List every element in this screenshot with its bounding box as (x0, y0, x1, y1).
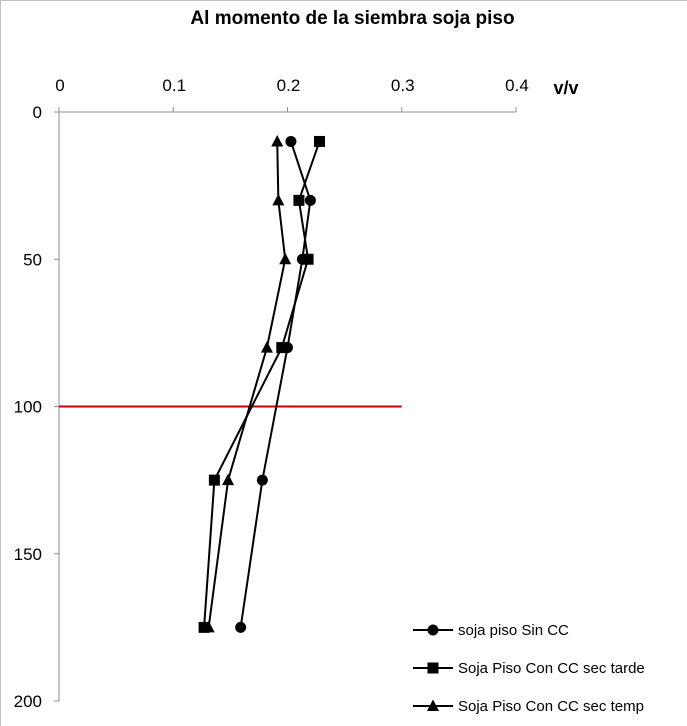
legend-label: Soja Piso Con CC sec tarde (458, 660, 645, 677)
data-point-triangle (222, 473, 235, 486)
data-point-square (276, 342, 288, 354)
data-point-circle (285, 135, 297, 147)
data-point-triangle (271, 134, 284, 147)
chart-frame-left-border (0, 0, 1, 726)
data-point-triangle (260, 341, 273, 353)
y-tick-label: 150 (14, 545, 42, 564)
legend-item: Soja Piso Con CC sec temp (413, 698, 644, 715)
chart-frame-top-border (0, 0, 687, 1)
data-point-triangle (202, 620, 215, 633)
data-point-triangle (279, 252, 292, 265)
series-group (198, 134, 325, 633)
legend-swatch-marker (427, 662, 439, 674)
y-tick-label: 50 (23, 250, 42, 269)
legend-swatch-marker (427, 699, 439, 711)
data-point-square (198, 621, 210, 633)
legend-label: Soja Piso Con CC sec temp (458, 698, 644, 715)
legend-item: Soja Piso Con CC sec tarde (413, 660, 645, 677)
series-line (207, 141, 287, 628)
series-line (203, 141, 321, 628)
x-tick-label: 0.1 (162, 76, 186, 95)
series-line (239, 141, 312, 628)
y-tick-label: 100 (14, 398, 42, 417)
x-tick-label: 0.3 (391, 76, 415, 95)
x-tick-label: 0.2 (277, 76, 301, 95)
data-point-square (208, 474, 220, 486)
x-tick-label: 0 (55, 76, 64, 95)
legend-label: soja piso Sin CC (458, 622, 569, 639)
legend-swatch-marker (427, 624, 439, 636)
data-point-square (302, 253, 314, 265)
legend-item: soja piso Sin CC (413, 622, 569, 639)
y-tick-label: 200 (14, 692, 42, 711)
series-3 (202, 134, 292, 633)
data-point-circle (235, 621, 247, 633)
axes-group: 0 0.1 0.2 0.3 0.4 v/v 0 50 100 150 200 (14, 76, 579, 711)
data-point-triangle (272, 193, 285, 206)
data-point-circle (304, 194, 316, 206)
y-tick-label: 0 (33, 103, 42, 122)
data-point-circle (256, 474, 268, 486)
data-point-square (313, 135, 325, 147)
legend: soja piso Sin CC Soja Piso Con CC sec tar… (413, 622, 645, 715)
x-axis-label: v/v (553, 78, 578, 98)
x-tick-label: 0.4 (505, 76, 529, 95)
data-point-square (293, 194, 305, 206)
series-1 (235, 135, 316, 633)
series-2 (198, 135, 325, 633)
chart-title: Al momento de la siembra soja piso (190, 8, 515, 29)
